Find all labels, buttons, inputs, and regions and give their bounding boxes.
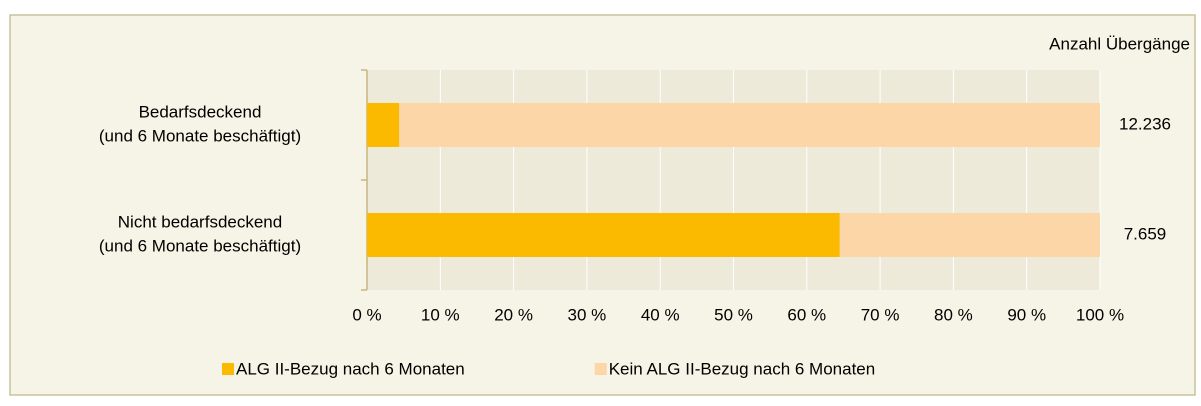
bar-segment [839,213,1100,257]
x-tick-label: 70 % [861,305,900,324]
count-label: 12.236 [1119,114,1171,133]
x-tick-label: 100 % [1076,305,1124,324]
x-tick-label: 0 % [352,305,381,324]
category-label: Bedarfsdeckend [139,102,262,121]
counts-title: Anzahl Übergänge [1049,34,1190,53]
category-label: (und 6 Monate beschäftigt) [99,236,301,255]
x-tick-label: 40 % [641,305,680,324]
legend-label: ALG II-Bezug nach 6 Monaten [236,359,465,378]
x-tick-label: 90 % [1007,305,1046,324]
bar-segment [399,103,1100,147]
category-label: Nicht bedarfsdeckend [118,212,282,231]
legend-swatch [594,363,607,375]
bar-segment [367,213,840,257]
x-tick-label: 80 % [934,305,973,324]
legend-label: Kein ALG II-Bezug nach 6 Monaten [609,359,876,378]
category-label: (und 6 Monate beschäftigt) [99,126,301,145]
x-tick-label: 20 % [494,305,533,324]
x-tick-label: 60 % [787,305,826,324]
bar-segment [367,103,400,147]
count-label: 7.659 [1124,224,1167,243]
x-tick-label: 10 % [421,305,460,324]
x-tick-label: 50 % [714,305,753,324]
x-tick-label: 30 % [568,305,607,324]
legend-swatch [222,363,234,375]
